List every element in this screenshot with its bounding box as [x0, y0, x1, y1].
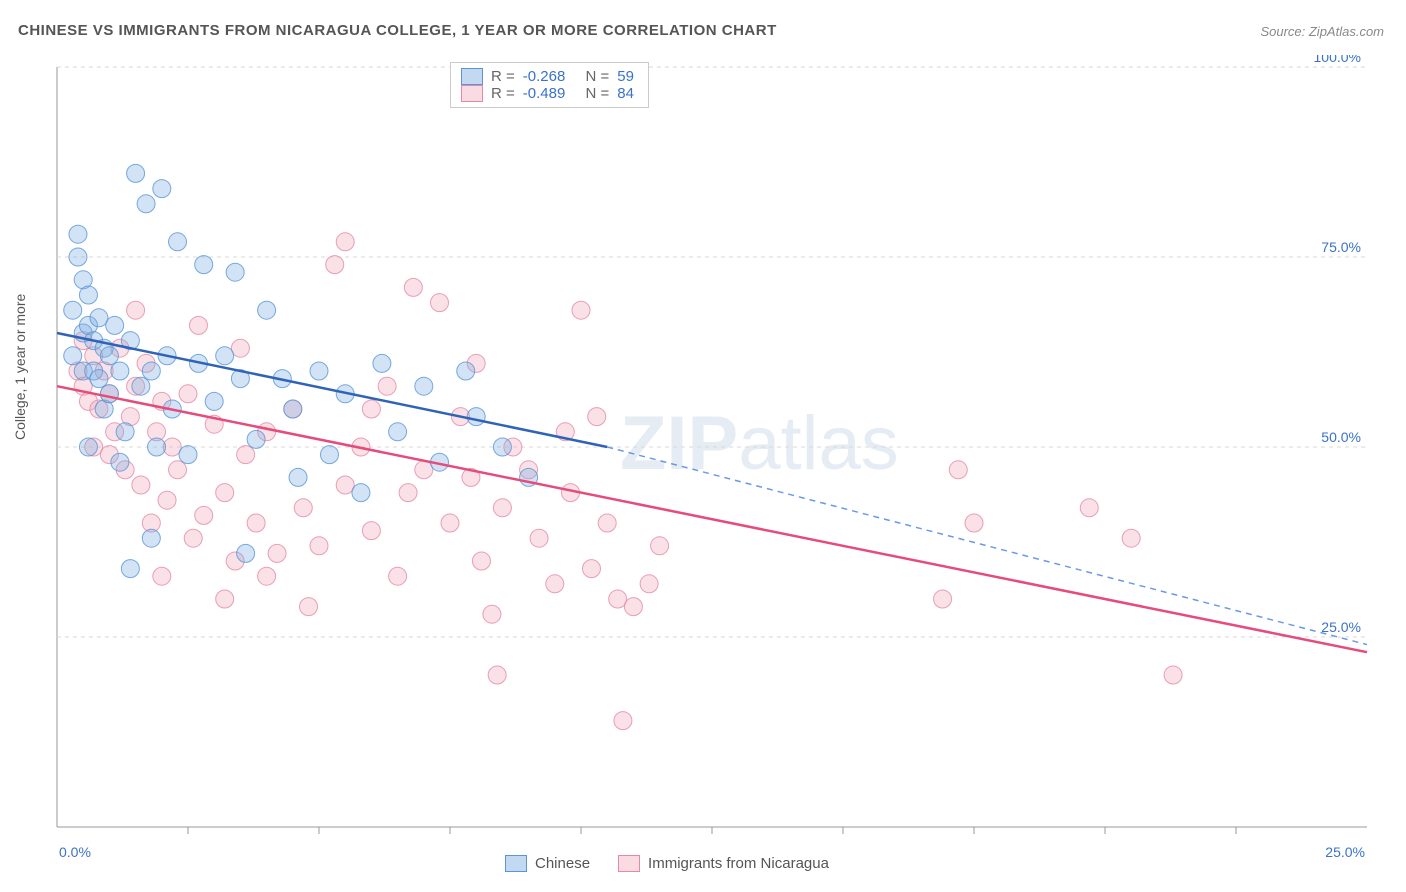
swatch-blue-icon: [505, 855, 527, 872]
swatch-blue-icon: [461, 68, 483, 85]
r-value-1: -0.268: [523, 68, 566, 85]
legend-row-chinese: R = -0.268 N = 59: [461, 68, 634, 85]
series-legend: Chinese Immigrants from Nicaragua: [505, 855, 829, 872]
svg-text:0.0%: 0.0%: [59, 844, 91, 860]
svg-text:25.0%: 25.0%: [1321, 619, 1361, 635]
svg-text:50.0%: 50.0%: [1321, 429, 1361, 445]
swatch-pink-icon: [618, 855, 640, 872]
n-label-2: N =: [585, 85, 609, 102]
legend-item-chinese: Chinese: [505, 855, 590, 872]
swatch-pink-icon: [461, 85, 483, 102]
n-value-1: 59: [617, 68, 634, 85]
legend-item-nicaragua: Immigrants from Nicaragua: [618, 855, 829, 872]
svg-text:75.0%: 75.0%: [1321, 239, 1361, 255]
n-label-1: N =: [585, 68, 609, 85]
legend-label-chinese: Chinese: [535, 855, 590, 872]
scatter-chart: 25.0% 50.0% 75.0% 100.0% 0.0% 25.0%: [45, 55, 1385, 875]
chart-container: CHINESE VS IMMIGRANTS FROM NICARAGUA COL…: [0, 0, 1406, 892]
n-value-2: 84: [617, 85, 634, 102]
correlation-legend: R = -0.268 N = 59 R = -0.489 N = 84: [450, 62, 649, 108]
r-label-2: R =: [491, 85, 515, 102]
legend-row-nicaragua: R = -0.489 N = 84: [461, 85, 634, 102]
r-value-2: -0.489: [523, 85, 566, 102]
r-label-1: R =: [491, 68, 515, 85]
source-label: Source: ZipAtlas.com: [1260, 24, 1384, 39]
svg-text:100.0%: 100.0%: [1314, 55, 1361, 65]
chart-title: CHINESE VS IMMIGRANTS FROM NICARAGUA COL…: [18, 22, 777, 39]
y-axis-label: College, 1 year or more: [12, 294, 28, 440]
svg-text:25.0%: 25.0%: [1325, 844, 1365, 860]
legend-label-nicaragua: Immigrants from Nicaragua: [648, 855, 829, 872]
